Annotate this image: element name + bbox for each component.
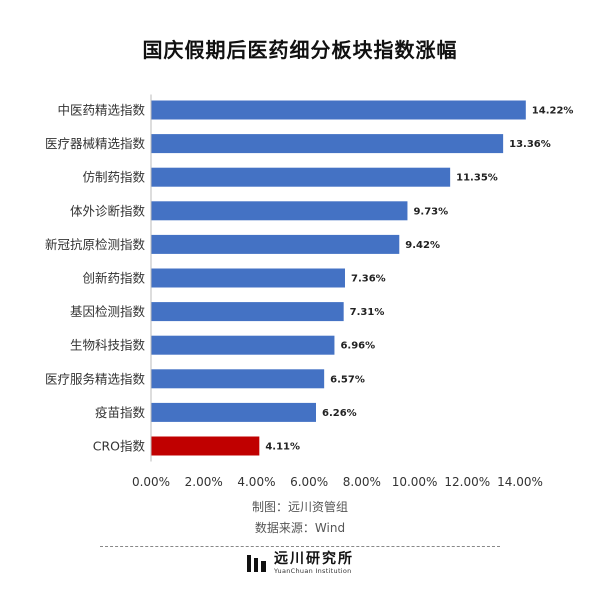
bar [151,335,335,355]
bar [151,167,451,187]
x-tick-label: 6.00% [290,475,328,489]
value-label: 9.73% [413,206,448,217]
brand-logo: 远川研究所 YuanChuan Institution [0,552,600,575]
category-label: 中医药精选指数 [57,103,145,118]
value-label: 6.26% [322,408,357,419]
x-tick-label: 4.00% [237,475,275,489]
bar [151,134,504,154]
value-label: 7.31% [350,307,385,318]
x-tick-label: 14.00% [497,475,543,489]
x-tick-label: 0.00% [132,475,170,489]
x-tick-label: 2.00% [185,475,223,489]
x-tick-label: 10.00% [392,475,438,489]
brand-name: 远川研究所 [274,551,354,567]
footer-divider [100,546,500,547]
category-label: 仿制药指数 [82,170,145,185]
category-label: 医疗器械精选指数 [45,136,146,151]
value-label: 6.96% [340,341,375,352]
brand-mark-icon [247,555,266,573]
bar [151,234,400,254]
category-label: 创新药指数 [82,271,145,286]
category-label: 新冠抗原检测指数 [45,237,146,252]
category-label: 体外诊断指数 [70,203,146,218]
bar [151,302,344,322]
bar [151,402,316,422]
value-label: 11.35% [456,173,498,184]
chart-title: 国庆假期后医药细分板块指数涨幅 [142,38,458,62]
bar [151,201,408,221]
category-label: 生物科技指数 [70,338,146,353]
category-label: 医疗服务精选指数 [45,371,146,386]
category-label: CRO指数 [93,439,146,454]
bar [151,369,325,389]
data-source-credit: 数据来源：Wind [254,521,346,535]
value-label: 9.42% [405,240,440,251]
chart-maker-credit: 制图：远川资管组 [251,500,348,514]
value-label: 14.22% [532,106,574,117]
bar [151,100,526,120]
x-tick-label: 8.00% [343,475,381,489]
value-label: 6.57% [330,374,365,385]
value-label: 4.11% [265,442,300,453]
x-tick-label: 12.00% [444,475,490,489]
category-label: 基因检测指数 [70,304,146,319]
value-label: 7.36% [351,274,386,285]
brand-subtitle: YuanChuan Institution [274,567,352,575]
category-label: 疫苗指数 [95,405,146,420]
bar [151,268,345,288]
value-label: 13.36% [509,139,551,150]
bar [151,436,260,456]
bar-chart: 中医药精选指数 14.22% 医疗器械精选指数 13.36% 仿制药指数 11.35% 体外… [45,94,574,489]
